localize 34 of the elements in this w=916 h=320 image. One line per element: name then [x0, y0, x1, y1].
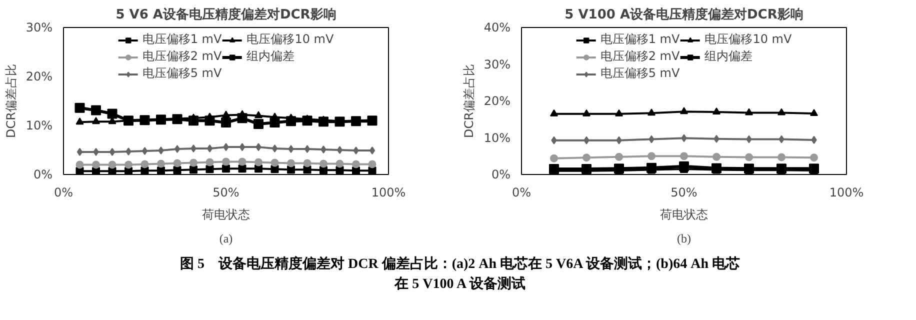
text: (b) — [677, 232, 692, 246]
y-tick-label: 20% — [26, 70, 52, 84]
chart-title: 5 V100 A设备电压精度偏差对DCR影响 — [564, 6, 804, 22]
x-tick-label: 0% — [54, 186, 74, 200]
x-tick-label: 100% — [371, 186, 406, 200]
legend-label: 电压偏移10 mV — [704, 31, 792, 48]
y-tick-label: 30% — [26, 20, 52, 34]
x-tick-label: 50% — [212, 186, 240, 200]
y-tick-label: 0% — [491, 168, 511, 182]
y-axis-title: DCR偏差占比 — [462, 64, 476, 138]
legend-label: 电压偏移5 mV — [142, 65, 222, 82]
x-tick-label: 100% — [829, 186, 864, 200]
y-tick-label: 20% — [484, 94, 510, 108]
legend-label: 电压偏移1 mV — [600, 31, 680, 48]
text: (a) — [219, 232, 233, 246]
legend-label: 电压偏移10 mV — [246, 31, 334, 48]
y-axis-title: DCR偏差占比 — [4, 64, 18, 138]
legend-label: 电压偏移2 mV — [142, 48, 222, 65]
chart-title: 5 V6 A设备电压精度偏差对DCR影响 — [116, 6, 336, 22]
legend-label: 电压偏移1 mV — [142, 31, 222, 48]
caption: 图 5 设备电压精度偏差对 DCR 偏差占比：(a)2 Ah 电芯在 5 V6A 设备测试；(b)64 Ah 电芯在 5 V100 A 设备测试 — [180, 255, 740, 294]
x-tick-label: 50% — [670, 186, 698, 200]
legend-label: 电压偏移5 mV — [600, 65, 680, 82]
legend-label: 组内偏差 — [704, 48, 753, 65]
legend-label: 电压偏移2 mV — [600, 48, 680, 65]
y-tick-label: 10% — [26, 118, 52, 132]
y-tick-label: 40% — [484, 20, 510, 34]
y-tick-label: 0% — [33, 168, 53, 182]
y-tick-label: 10% — [484, 130, 510, 145]
legend-label: 组内偏差 — [246, 48, 295, 65]
x-axis-title: 荷电状态 — [202, 208, 250, 222]
y-tick-label: 30% — [484, 57, 510, 72]
x-tick-label: 0% — [512, 186, 532, 200]
x-axis-title: 荷电状态 — [660, 208, 708, 222]
